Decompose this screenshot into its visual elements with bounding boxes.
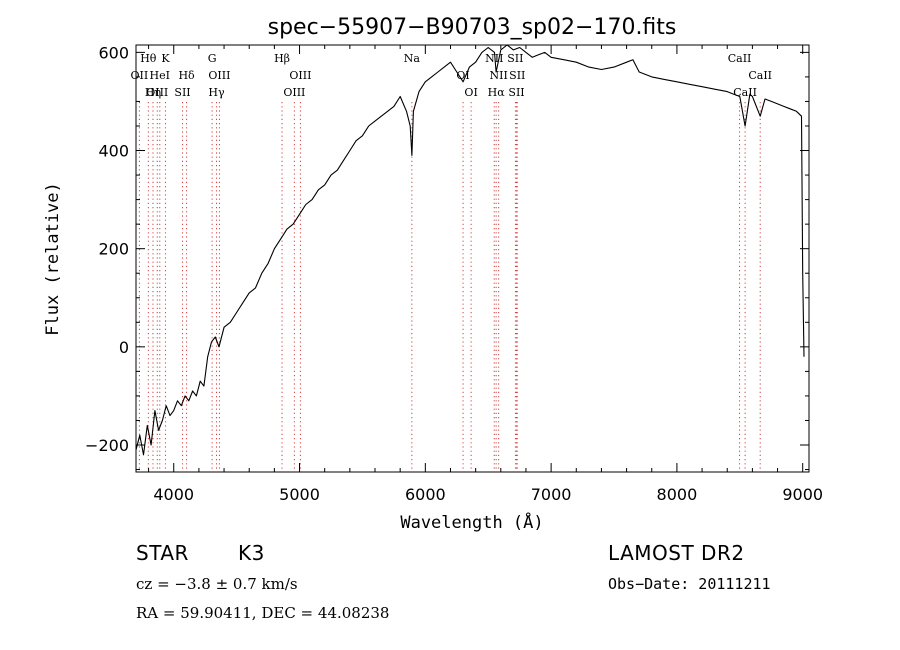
- survey-name: LAMOST DR2: [608, 541, 745, 565]
- marker-label: SII: [507, 52, 523, 65]
- marker-label: Na: [404, 52, 421, 65]
- redshift-line: cz = −3.8 ± 0.7 km/s: [136, 575, 298, 593]
- marker-label: OII: [131, 69, 149, 82]
- coordinates-line: RA = 59.90411, DEC = 44.08238: [136, 604, 390, 622]
- marker-label: CaII: [748, 69, 772, 82]
- x-tick-label: 5000: [279, 485, 320, 504]
- y-tick-label: 0: [119, 338, 129, 357]
- chart-title: spec−55907−B90703_sp02−170.fits: [268, 15, 677, 40]
- marker-label: OIII: [283, 86, 305, 99]
- y-axis: −200 0 200 400 600: [85, 43, 809, 471]
- marker-label: OIII: [146, 86, 168, 99]
- marker-label: Hγ: [208, 86, 225, 99]
- x-tick-label: 8000: [657, 485, 698, 504]
- marker-label: CaII: [733, 86, 757, 99]
- x-tick-label: 9000: [782, 485, 823, 504]
- marker-label: NII: [485, 52, 503, 65]
- marker-label: Hη: [145, 86, 161, 99]
- marker-label: SII: [509, 69, 525, 82]
- y-tick-label: −200: [85, 436, 129, 455]
- plot-frame: [135, 44, 810, 473]
- y-axis-label: Flux (relative): [43, 182, 63, 336]
- marker-label: OIII: [208, 69, 230, 82]
- marker-label: K: [161, 52, 170, 65]
- marker-label: SII: [174, 86, 190, 99]
- flux-series-line: [135, 44, 805, 456]
- x-tick-label: 4000: [153, 485, 194, 504]
- marker-label: CaII: [728, 52, 752, 65]
- obs-date: Obs−Date: 20111211: [608, 575, 771, 593]
- marker-label: Hα: [488, 86, 506, 99]
- object-class: STAR: [136, 541, 189, 565]
- marker-label: OIII: [289, 69, 311, 82]
- x-tick-label: 6000: [405, 485, 446, 504]
- x-axis-label: Wavelength (Å): [400, 511, 543, 533]
- marker-label: NII: [490, 69, 508, 82]
- marker-label: OI: [464, 86, 477, 99]
- x-tick-label: 7000: [531, 485, 572, 504]
- marker-label: SII: [508, 86, 524, 99]
- object-subclass: K3: [238, 541, 265, 565]
- marker-label: OI: [456, 69, 469, 82]
- marker-label: Hδ: [178, 69, 195, 82]
- marker-label: Hθ: [140, 52, 157, 65]
- y-tick-label: 600: [98, 43, 129, 62]
- marker-label: HeI: [150, 69, 170, 82]
- y-tick-label: 200: [98, 240, 129, 259]
- y-tick-label: 400: [98, 142, 129, 161]
- marker-label: Hβ: [274, 52, 290, 65]
- marker-label: G: [208, 52, 217, 65]
- x-axis: 4000 5000 6000 7000 8000 9000: [148, 45, 823, 504]
